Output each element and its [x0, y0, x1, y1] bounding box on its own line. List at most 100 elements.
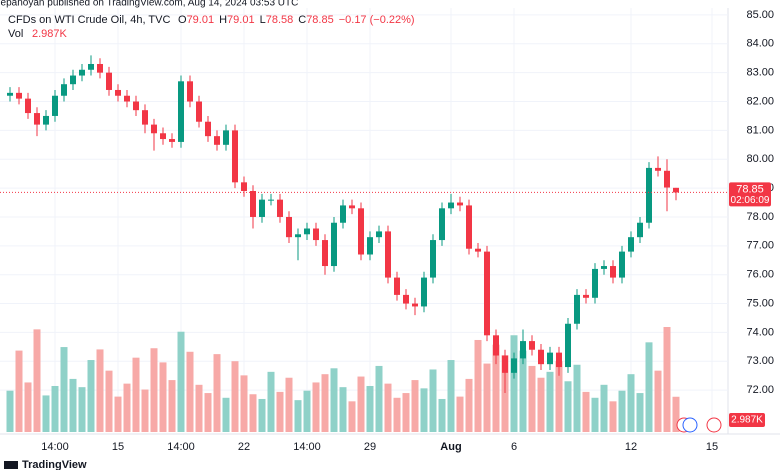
volume-bar — [510, 335, 518, 432]
countdown: 02:06:09 — [731, 195, 770, 206]
candle-body — [196, 101, 202, 122]
volume-bar — [303, 390, 311, 432]
candle-body — [367, 237, 373, 255]
y-tick-label: 82.00 — [746, 95, 774, 107]
ohlc-prefix: L — [260, 14, 266, 26]
volume-bar — [159, 362, 167, 432]
x-tick-label: 14:00 — [167, 441, 195, 453]
volume-bar — [582, 391, 590, 432]
ohlc-prefix: C — [298, 14, 306, 26]
volume-bar — [492, 344, 500, 432]
candle-body — [88, 63, 94, 70]
x-tick-label: 12 — [625, 441, 637, 453]
candle-body — [421, 277, 427, 307]
volume-bar — [348, 401, 356, 432]
volume-bar — [69, 378, 77, 432]
y-tick-label: 73.00 — [746, 355, 774, 367]
volume-bar — [123, 383, 131, 432]
volume-bar — [645, 342, 653, 432]
volume-bar — [438, 398, 446, 432]
candle-body — [52, 95, 58, 116]
volume-bar — [465, 378, 473, 432]
x-tick-label: 6 — [511, 441, 517, 453]
event-icon[interactable] — [682, 417, 698, 433]
volume-bar — [231, 361, 239, 432]
volume-bar — [294, 400, 302, 432]
volume-bar — [6, 390, 14, 432]
candle-body — [277, 199, 283, 217]
candle-body — [151, 124, 157, 134]
volume-bar — [483, 363, 491, 432]
price-badge — [729, 182, 771, 207]
volume-bar — [285, 377, 293, 432]
volume-bar — [429, 369, 437, 432]
publish-note: anglepanoyan published on TradingView.co… — [0, 0, 298, 9]
volume-bar — [555, 361, 563, 432]
candle-body — [34, 113, 40, 125]
volume-bar — [393, 397, 401, 432]
volume-bar — [663, 327, 671, 432]
ohlc-value: 79.01 — [227, 14, 255, 26]
x-tick-label: Aug — [440, 441, 461, 453]
volume-bar — [24, 382, 32, 432]
candle-body — [592, 268, 598, 298]
candle-body — [403, 294, 409, 304]
candle-body — [331, 222, 337, 267]
volume-bar — [384, 383, 392, 432]
candle-body — [160, 133, 166, 140]
volume-bar — [375, 365, 383, 432]
volume-bar — [33, 329, 41, 432]
y-tick-label: 81.00 — [746, 124, 774, 136]
volume-bar — [15, 350, 23, 432]
brand: TradingView — [22, 459, 87, 470]
candle-body — [529, 341, 535, 350]
volume-bar — [357, 376, 365, 432]
y-tick-label: 83.00 — [746, 67, 774, 79]
candle-body — [502, 355, 508, 373]
candle-body — [142, 110, 148, 125]
volume-bar — [609, 401, 617, 432]
candle-body — [61, 84, 67, 96]
candle-body — [268, 199, 274, 201]
candle-body — [124, 95, 130, 102]
candle-body — [511, 358, 517, 373]
y-tick-label: 78.00 — [746, 211, 774, 223]
candle-body — [79, 69, 85, 76]
candle-body — [259, 199, 265, 217]
volume-bar — [249, 394, 257, 432]
y-tick-label: 80.00 — [746, 153, 774, 165]
volume-bar — [339, 387, 347, 432]
volume-bar — [618, 390, 626, 432]
y-tick-label: 77.00 — [746, 240, 774, 252]
tv-logo: TradingView — [4, 459, 87, 470]
volume-bar — [546, 371, 554, 432]
volume-bar — [42, 395, 50, 432]
volume-bar — [96, 349, 104, 432]
logo-mark — [4, 461, 18, 469]
volume-bar — [321, 374, 329, 432]
volume-bar — [51, 385, 59, 432]
volume-bar — [654, 370, 662, 432]
volume-bar — [177, 331, 185, 432]
x-tick-label: 15 — [706, 441, 718, 453]
y-tick-label: 74.00 — [746, 326, 774, 338]
candle-body — [439, 208, 445, 241]
candle-body — [457, 202, 463, 206]
candle-body — [187, 81, 193, 102]
volume-bar — [267, 371, 275, 432]
volume-bar — [240, 375, 248, 432]
candle-body — [574, 294, 580, 324]
volume-bar — [600, 384, 608, 432]
candle-body — [385, 231, 391, 278]
x-tick-label: 14:00 — [41, 441, 69, 453]
x-tick-label: 29 — [364, 441, 376, 453]
candle-body — [601, 266, 607, 269]
candle-body — [664, 170, 670, 188]
candle-body — [214, 136, 220, 145]
volume-bar — [87, 360, 95, 432]
volume-bar — [420, 388, 428, 432]
volume-bar — [402, 393, 410, 432]
event-icon[interactable] — [706, 417, 722, 433]
candle-body — [115, 89, 121, 96]
candle-body — [232, 130, 238, 183]
